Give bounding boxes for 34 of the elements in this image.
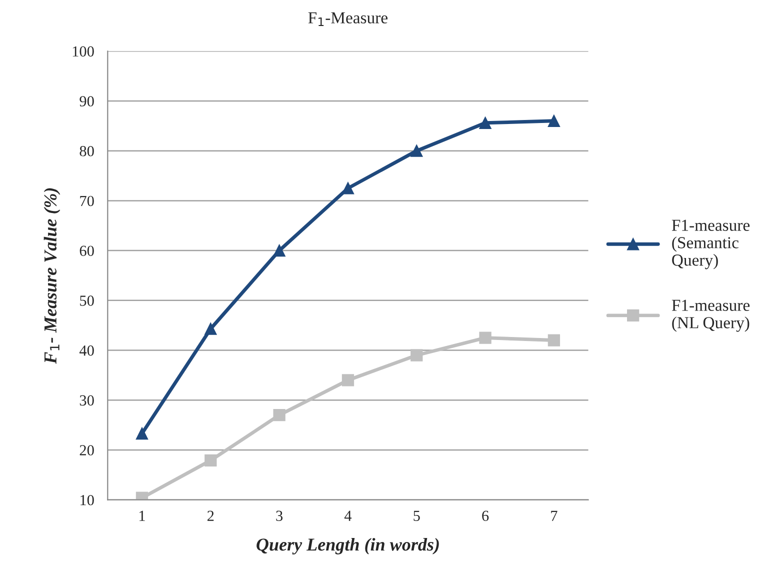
- y-tick-label: 100: [72, 46, 94, 57]
- y-tick-label: 40: [79, 345, 94, 356]
- y-tick-label: 10: [80, 494, 94, 506]
- y-tick-label: 90: [80, 96, 94, 106]
- x-tick-label: 3: [276, 510, 283, 522]
- point: [479, 332, 492, 344]
- point: [273, 409, 286, 422]
- point: [410, 349, 423, 362]
- y-tick-label: 70: [80, 196, 94, 206]
- legend-label: F1-measure (Semantic Query): [672, 220, 750, 270]
- x-tick-label: 2: [208, 510, 214, 521]
- x-tick-label: 1: [140, 510, 145, 521]
- x-axis-title: Query Length (in words): [256, 538, 439, 554]
- x-tick-label: 5: [414, 510, 420, 522]
- x-tick-label: 4: [344, 510, 352, 521]
- point: [548, 114, 560, 127]
- x-tick-label: 6: [482, 510, 489, 522]
- point: [410, 144, 423, 157]
- y-tick-label: 60: [80, 246, 94, 256]
- point: [136, 427, 148, 440]
- y-tick-label: 30: [80, 395, 94, 406]
- y-axis-title: F$_{1}$- Measure Value (%): [44, 188, 60, 364]
- point: [548, 334, 560, 346]
- y-tick-label: 20: [80, 445, 94, 456]
- chart-title: F$_{1}$-Measure: [308, 12, 388, 26]
- legend-label: F1-measure (NL Query): [672, 300, 750, 332]
- point: [479, 116, 492, 129]
- point: [204, 322, 217, 335]
- point: [273, 244, 286, 257]
- point: [342, 374, 354, 386]
- x-tick-label: 7: [551, 510, 558, 521]
- y-tick-label: 80: [80, 146, 94, 156]
- y-tick-label: 50: [80, 296, 94, 306]
- point: [204, 454, 217, 467]
